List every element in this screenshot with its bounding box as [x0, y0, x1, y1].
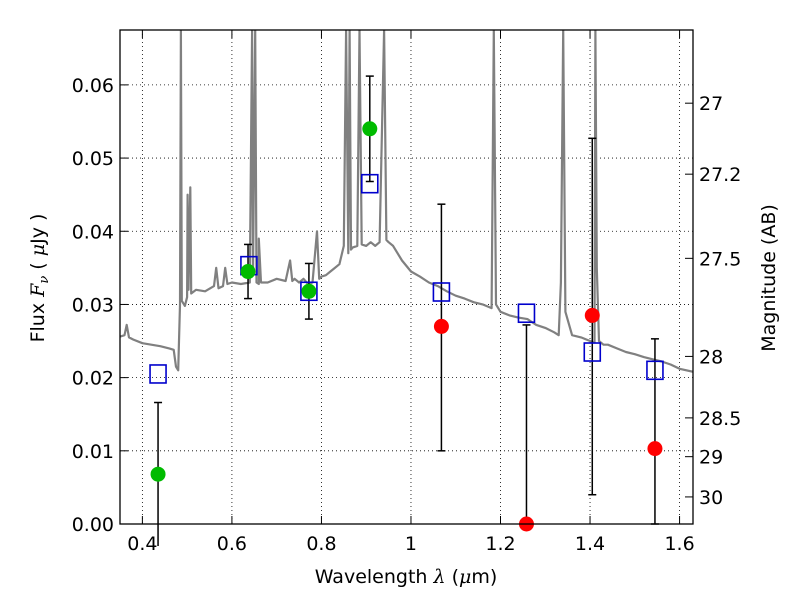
right-tick-label: 30	[699, 487, 723, 509]
x-tick-label: 0.6	[217, 533, 247, 555]
right-tick-label: 29	[699, 447, 723, 469]
right-tick-label: 27	[699, 93, 723, 115]
x-tick-label: 0.4	[127, 533, 157, 555]
model-square	[583, 342, 602, 362]
right-tick-label: 27.2	[699, 164, 741, 186]
y-tick-label: 0.05	[72, 148, 114, 170]
ticks: 0.4 0.6 0.8 1 1.2 1.4 1.6 0.00 0.01 0.02 0.03 0.04 0…	[72, 30, 741, 555]
x-tick-label: 1.6	[664, 533, 694, 555]
non-detection-point	[584, 307, 600, 323]
x-tick-label: 1.2	[485, 533, 515, 555]
detection-point	[240, 264, 256, 280]
non-detection-point	[647, 441, 663, 457]
grid	[120, 30, 693, 525]
model-square	[360, 173, 379, 194]
template-spectrum	[120, 30, 693, 373]
x-tick-label: 1	[405, 533, 417, 555]
x-tick-label: 1.4	[575, 533, 605, 555]
measured-points	[150, 121, 663, 532]
y-tick-label: 0.01	[72, 441, 114, 463]
model-square	[517, 303, 536, 324]
y-tick-label: 0.03	[72, 294, 114, 316]
detection-point	[301, 283, 317, 299]
y-tick-label: 0.00	[72, 514, 114, 536]
plot-frame	[119, 29, 694, 525]
model-square	[149, 364, 167, 384]
model-square	[646, 360, 664, 381]
non-detection-point	[433, 318, 449, 334]
right-tick-label: 27.5	[699, 248, 741, 270]
model-square	[300, 281, 318, 302]
x-axis-label: Wavelength λ (μm)	[315, 566, 498, 588]
right-tick-label: 28	[699, 346, 723, 368]
right-tick-label: 28.5	[699, 408, 741, 430]
detection-point	[362, 121, 378, 137]
spectrum-line	[120, 30, 693, 373]
y-axis-label: Flux Fν ( μJy )	[27, 214, 52, 343]
error-bars	[154, 75, 659, 546]
y-tick-label: 0.02	[72, 368, 114, 390]
model-points	[149, 173, 664, 384]
y-tick-label: 0.06	[72, 75, 114, 97]
model-square	[432, 282, 451, 302]
detection-point	[150, 466, 166, 482]
y-tick-label: 0.04	[72, 221, 114, 243]
x-tick-label: 0.8	[306, 533, 336, 555]
right-axis-label: Magnitude (AB)	[758, 204, 780, 352]
